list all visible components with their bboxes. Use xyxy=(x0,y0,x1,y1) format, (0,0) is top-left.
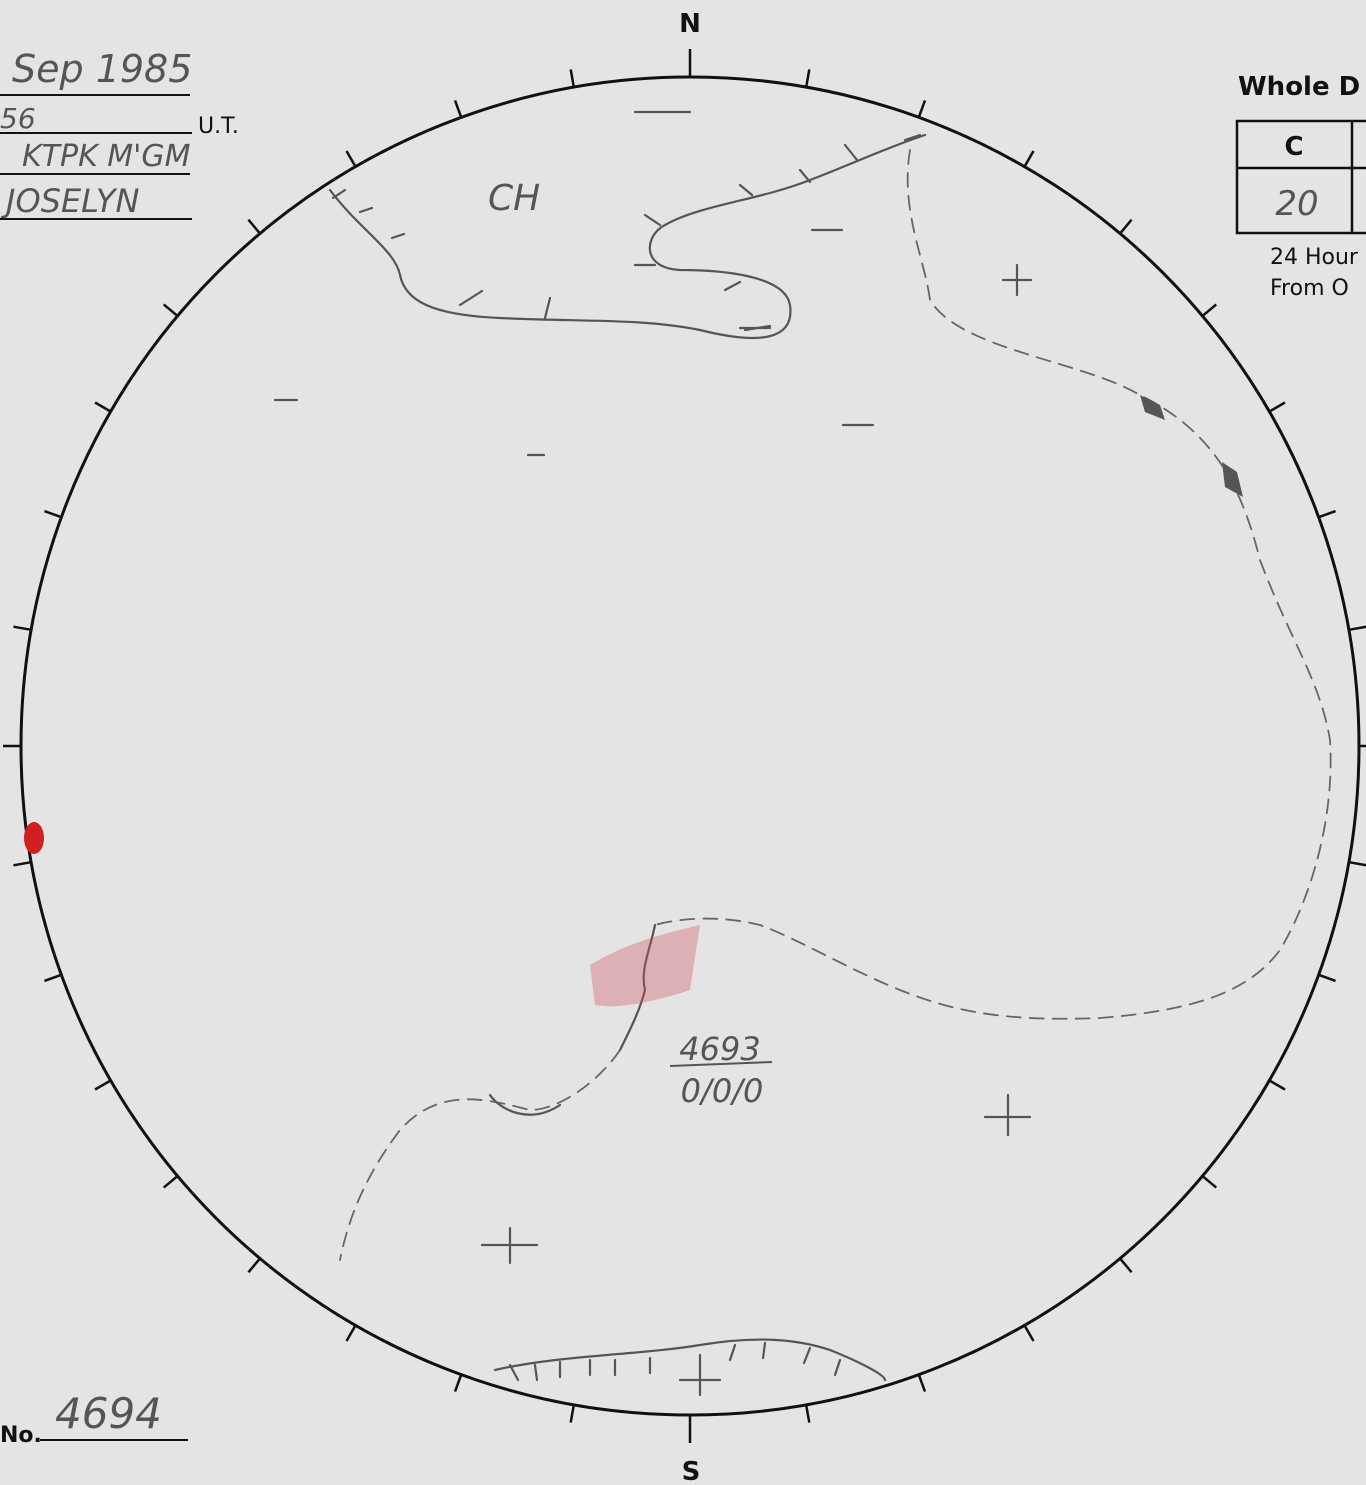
limb-tick xyxy=(1120,220,1132,234)
limb-tick xyxy=(44,975,61,981)
observer: JOSELYN xyxy=(0,182,139,220)
limb-tick xyxy=(13,627,31,630)
limb-tick xyxy=(1202,304,1216,316)
red-mark xyxy=(24,822,44,854)
summary-table: Whole D C 20 24 Hour From O xyxy=(1237,72,1366,301)
observatory: KTPK M'GM xyxy=(22,139,191,174)
minus-sign xyxy=(275,112,873,455)
limb-tick xyxy=(95,1081,111,1090)
limb-tick xyxy=(1025,1325,1034,1341)
limb-tick xyxy=(919,1375,925,1392)
limb-tick xyxy=(919,100,925,117)
limb-tick xyxy=(1269,403,1285,412)
table-note: 24 Hour xyxy=(1270,245,1359,270)
limb-tick xyxy=(455,1375,461,1392)
number-label: No. xyxy=(0,1423,42,1448)
limb-tick xyxy=(13,862,31,865)
date: Sep 1985 xyxy=(12,47,192,91)
limb-tick xyxy=(164,1176,178,1188)
limb-tick xyxy=(806,69,809,87)
time-unit: U.T. xyxy=(198,114,239,139)
neutral-line xyxy=(495,1340,885,1380)
neutral-line-dashed xyxy=(655,150,1331,1019)
solar-drawing: N S Sep 1985 56 U.T. KTPK M'GM JOSELYN W… xyxy=(0,0,1366,1485)
plage xyxy=(590,925,700,1006)
limb-tick xyxy=(806,1405,809,1423)
limb-tick xyxy=(95,403,111,412)
drawing-number: 4694 xyxy=(55,1389,162,1438)
limb-tick xyxy=(1120,1258,1132,1272)
footer: No. 4694 xyxy=(0,1389,188,1448)
south-label: S xyxy=(682,1457,701,1485)
limb-tick xyxy=(1202,1176,1216,1188)
limb-tick xyxy=(571,1405,574,1423)
limb-tick xyxy=(1349,862,1366,865)
region-counts: 0/0/0 xyxy=(681,1072,764,1110)
limb-tick xyxy=(455,100,461,117)
limb-tick xyxy=(1319,975,1336,981)
neutral-line-dashed xyxy=(340,1050,620,1260)
hatch xyxy=(333,135,920,330)
neutral-line xyxy=(330,135,925,338)
limb-tick xyxy=(164,304,178,316)
table-note: From O xyxy=(1270,276,1349,301)
limb-tick xyxy=(1349,627,1366,630)
header-form: Sep 1985 56 U.T. KTPK M'GM JOSELYN xyxy=(0,47,239,220)
limb xyxy=(21,77,1359,1415)
filament xyxy=(490,1095,560,1115)
north-label: N xyxy=(679,9,701,39)
solar-disk xyxy=(3,49,1366,1443)
limb-tick xyxy=(44,511,61,517)
features: CH 4693 0/0/0 xyxy=(24,112,1331,1395)
limb-tick xyxy=(248,1258,260,1272)
limb-tick xyxy=(1025,151,1034,167)
limb-tick xyxy=(1269,1081,1285,1090)
column-header: C xyxy=(1284,132,1303,162)
ch-label: CH xyxy=(488,178,540,219)
limb-tick xyxy=(1319,511,1336,517)
limb-tick xyxy=(347,151,356,167)
table-title: Whole D xyxy=(1238,72,1360,102)
limb-tick xyxy=(347,1325,356,1341)
limb-tick xyxy=(571,69,574,87)
plus-sign xyxy=(482,265,1031,1395)
filament xyxy=(1140,395,1243,497)
cell: 20 xyxy=(1275,184,1318,224)
limb-tick xyxy=(248,220,260,234)
time: 56 xyxy=(0,102,36,135)
